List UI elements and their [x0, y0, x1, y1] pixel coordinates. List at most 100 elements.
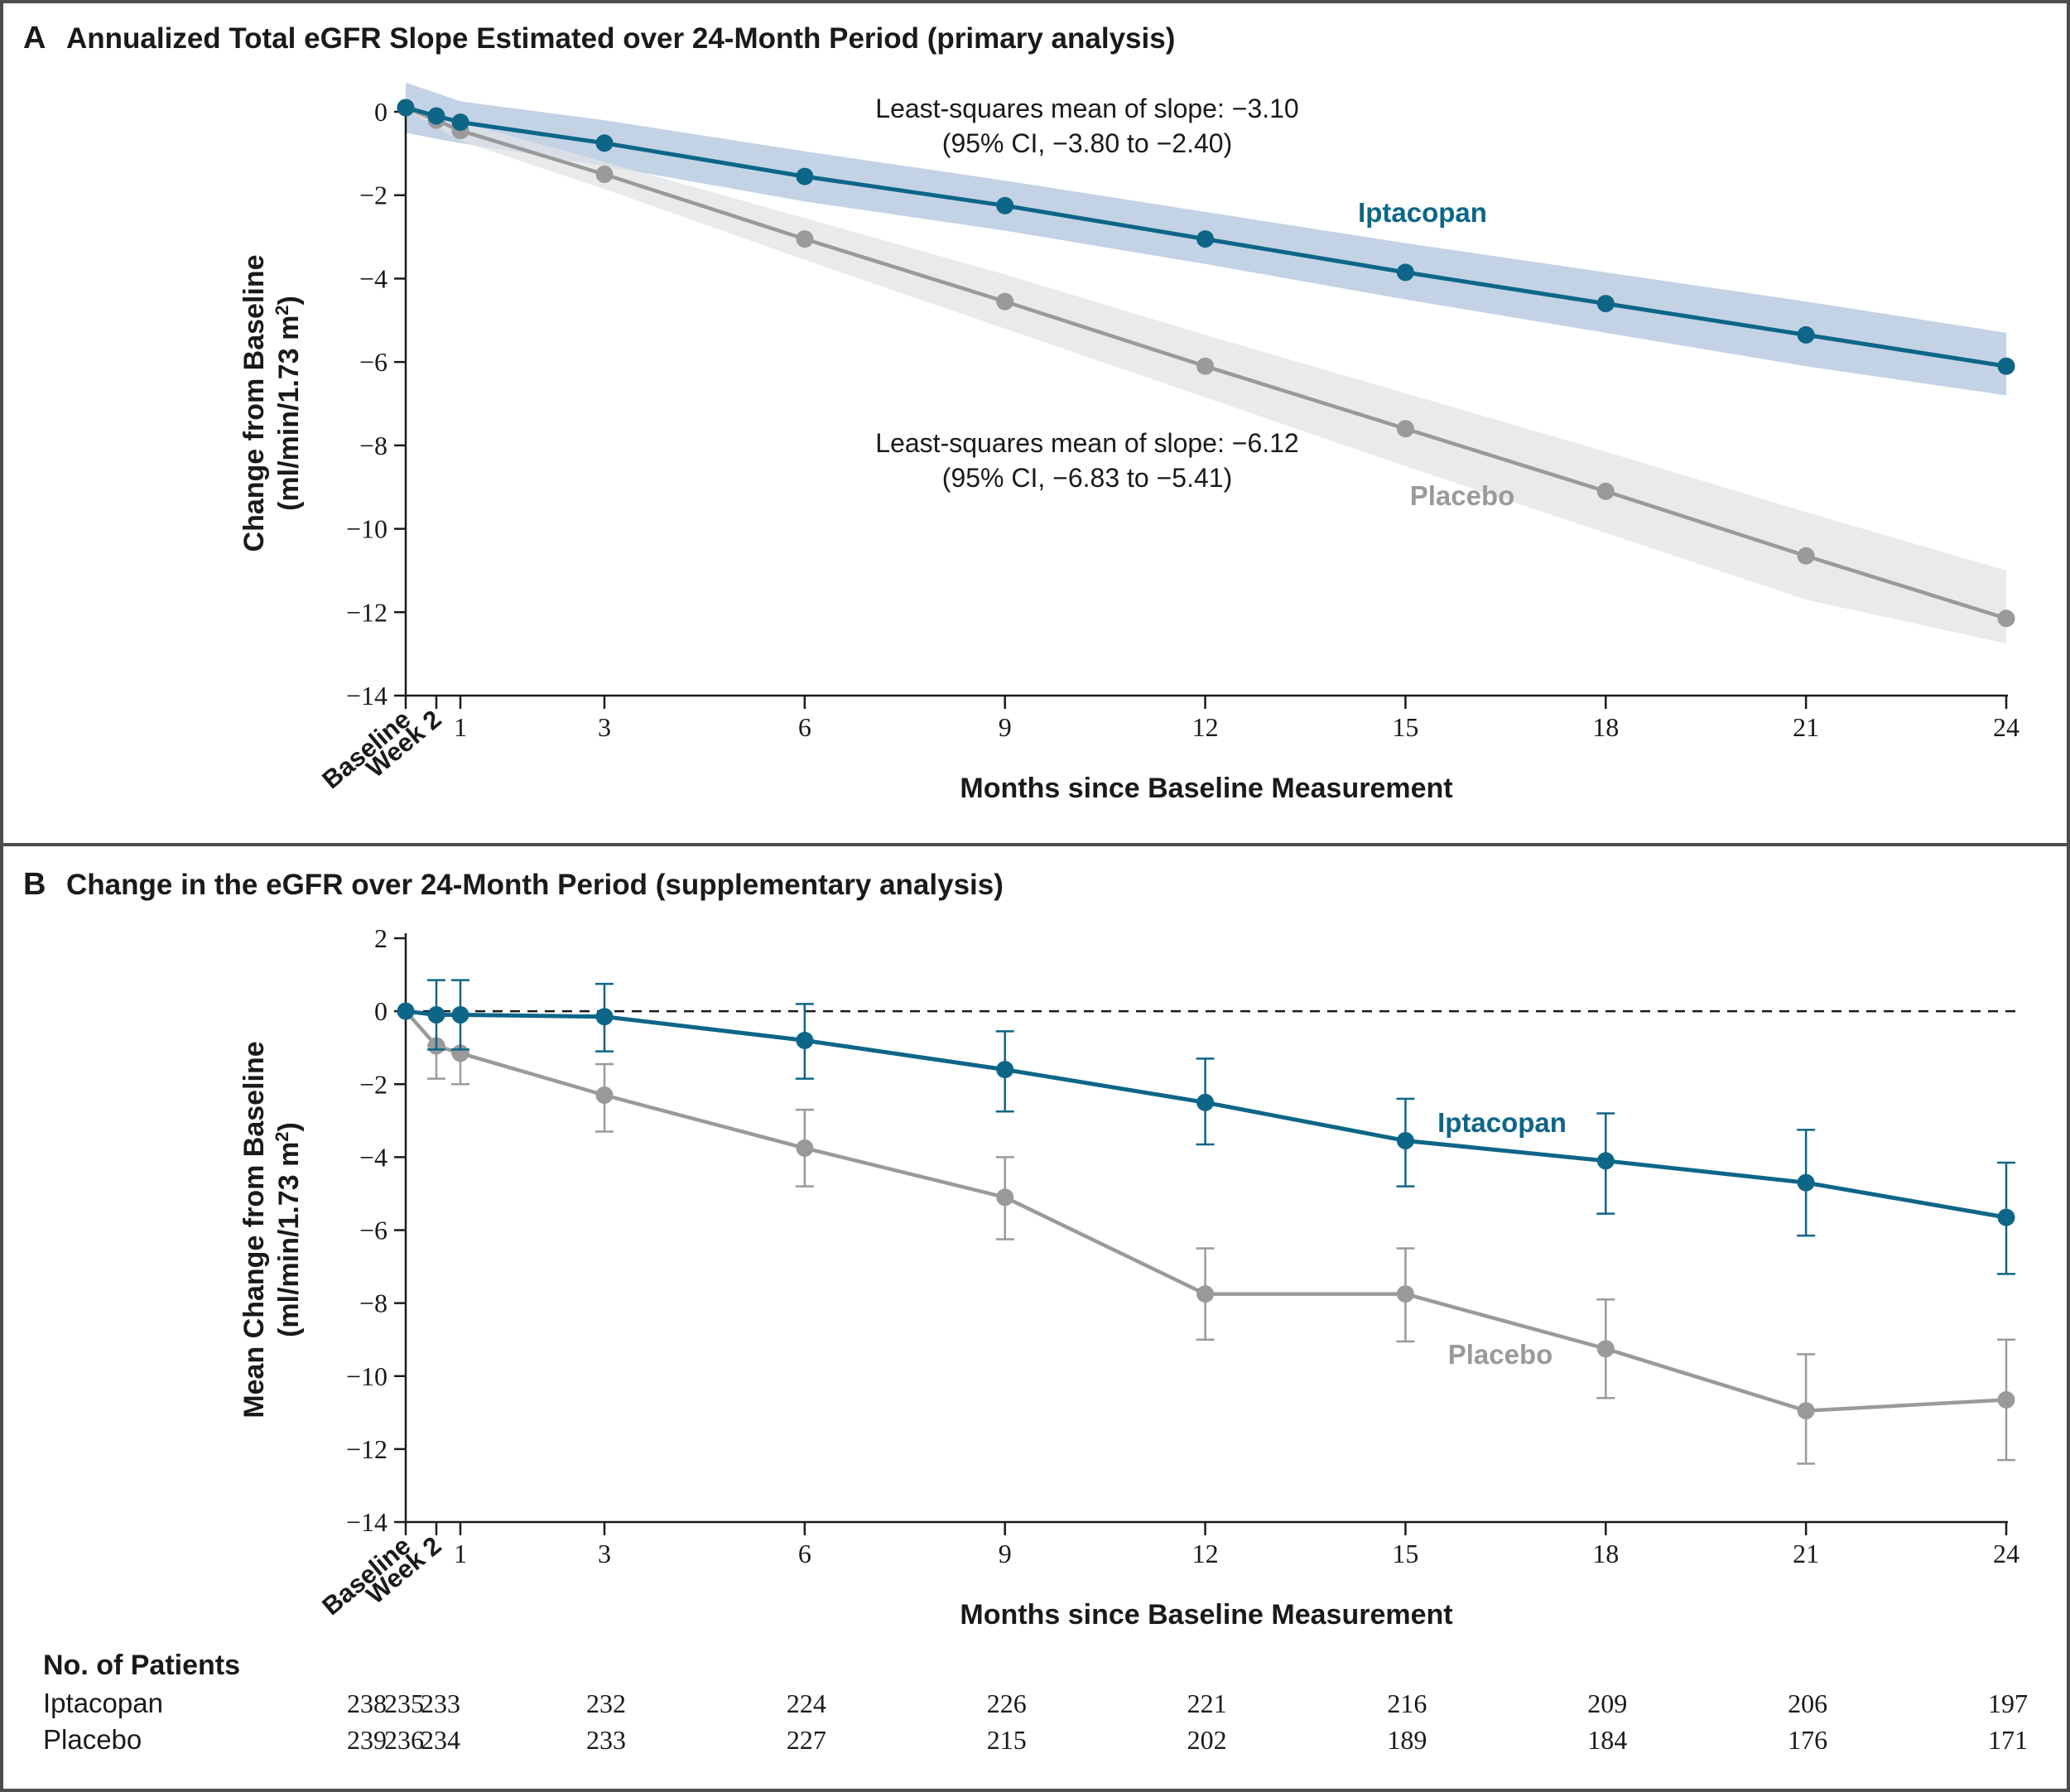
data-point-iptacopan: [996, 196, 1014, 214]
data-point-placebo: [1797, 1402, 1815, 1420]
series-label-iptacopan: Iptacopan: [1358, 197, 1487, 228]
data-point-iptacopan: [796, 1031, 814, 1049]
x-tick-label: 12: [1192, 712, 1219, 742]
panel-a-letter: A: [23, 21, 46, 55]
x-tick-label: 18: [1592, 1539, 1619, 1568]
patient-count: 236: [384, 1725, 424, 1755]
x-axis-label: Months since Baseline Measurement: [960, 1599, 1452, 1631]
y-axis-label-suffix: ): [273, 1122, 305, 1131]
slope-annotation-line1: Least-squares mean of slope: −6.12: [875, 428, 1298, 458]
patient-count: 227: [787, 1725, 826, 1755]
panel-a-chart: 0−2−4−6−8−10−12−141 3 6 9 12 15 18 21 24Baseline…: [238, 82, 2019, 804]
x-axis-label: Months since Baseline Measurement: [960, 773, 1452, 804]
y-axis-label-prefix: (ml/min/1.73 m: [273, 316, 305, 511]
data-point-iptacopan: [1396, 263, 1414, 282]
patient-count: 209: [1587, 1688, 1627, 1718]
patient-count: 189: [1387, 1725, 1427, 1755]
data-point-iptacopan: [1797, 1173, 1815, 1192]
data-point-iptacopan: [427, 1006, 445, 1024]
y-tick-label: −10: [346, 1361, 388, 1391]
x-tick-label: 9: [999, 712, 1012, 742]
data-point-iptacopan: [595, 134, 614, 152]
x-tick-label: 3: [598, 712, 611, 742]
y-tick-label: 0: [374, 996, 388, 1026]
data-point-iptacopan: [427, 107, 445, 125]
x-tick-label: 24: [1993, 1539, 2019, 1568]
slope-annotation-line2: (95% CI, −3.80 to −2.40): [942, 128, 1232, 158]
data-point-iptacopan: [1196, 230, 1215, 248]
data-point-iptacopan: [1196, 1093, 1215, 1111]
data-point-iptacopan: [397, 99, 415, 117]
patients-row-label-iptacopan: Iptacopan: [43, 1688, 163, 1718]
series-label-iptacopan: Iptacopan: [1437, 1107, 1567, 1138]
y-tick-label: −4: [359, 1142, 388, 1172]
panel-a-title: Annualized Total eGFR Slope Estimated ov…: [66, 22, 1175, 55]
data-point-placebo: [796, 230, 814, 248]
data-point-placebo: [595, 1086, 614, 1104]
patient-count: 239: [347, 1725, 387, 1755]
data-point-iptacopan: [1396, 1132, 1414, 1149]
data-point-placebo: [1997, 609, 2015, 628]
x-tick-label: 21: [1793, 1539, 1819, 1568]
x-tick-label: 1: [454, 1539, 467, 1568]
y-axis-label-superscript: 2: [272, 305, 292, 315]
x-tick-label: 3: [598, 1539, 611, 1568]
panel-b-letter: B: [23, 867, 46, 902]
y-tick-label: −8: [359, 1289, 388, 1318]
y-tick-label: −6: [359, 347, 388, 377]
data-point-placebo: [1396, 420, 1414, 438]
data-point-placebo: [1997, 1390, 2015, 1409]
x-tick-label: 9: [999, 1539, 1012, 1568]
patient-count: 233: [421, 1688, 460, 1718]
y-tick-label: −6: [359, 1216, 388, 1245]
patient-count: 221: [1187, 1688, 1227, 1718]
y-tick-label: −8: [359, 431, 388, 460]
data-point-iptacopan: [996, 1061, 1014, 1079]
data-point-iptacopan: [1997, 357, 2015, 375]
patient-count: 176: [1788, 1725, 1827, 1755]
data-point-iptacopan: [1596, 295, 1615, 313]
patient-count: 215: [987, 1725, 1027, 1755]
y-axis-label-prefix: (ml/min/1.73 m: [273, 1142, 305, 1337]
y-axis-label-line2: (ml/min/1.73 m2): [272, 296, 305, 511]
data-point-placebo: [1596, 482, 1615, 500]
data-point-placebo: [996, 1188, 1014, 1207]
data-point-placebo: [1396, 1285, 1414, 1303]
data-point-iptacopan: [595, 1008, 614, 1026]
data-point-iptacopan: [451, 1006, 469, 1024]
data-point-placebo: [595, 166, 614, 183]
x-tick-label: 6: [798, 1539, 811, 1568]
x-tick-label: 12: [1192, 1539, 1219, 1568]
slope-annotation-line2: (95% CI, −6.83 to −5.41): [942, 463, 1232, 493]
data-point-placebo: [1596, 1340, 1615, 1358]
patient-count: 184: [1587, 1725, 1627, 1755]
y-tick-label: 2: [374, 923, 388, 953]
y-axis-label-suffix: ): [273, 296, 305, 305]
patients-row-label-placebo: Placebo: [43, 1724, 142, 1755]
data-point-placebo: [1797, 547, 1815, 565]
y-tick-label: −14: [346, 1507, 388, 1537]
patient-count: 238: [347, 1688, 387, 1718]
series-label-placebo: Placebo: [1448, 1339, 1553, 1370]
x-tick-label: 1: [454, 712, 467, 742]
patient-count: 216: [1387, 1688, 1427, 1718]
data-point-iptacopan: [1797, 325, 1815, 344]
data-point-iptacopan: [1596, 1152, 1615, 1170]
x-tick-label: 15: [1392, 1539, 1418, 1568]
x-tick-label: 21: [1793, 712, 1819, 742]
patients-table: No. of Patients Iptacopan Placebo 238235…: [43, 1650, 2028, 1755]
y-tick-label: −2: [359, 1069, 388, 1099]
slope-annotation-line1: Least-squares mean of slope: −3.10: [875, 94, 1298, 123]
patient-count: 234: [421, 1725, 460, 1755]
y-axis-label-line1: Mean Change from Baseline: [238, 1041, 270, 1418]
data-point-placebo: [796, 1139, 814, 1157]
series-label-placebo: Placebo: [1410, 480, 1515, 511]
patient-count: 226: [987, 1688, 1027, 1718]
y-tick-label: −12: [346, 1434, 388, 1464]
x-tick-label: 15: [1392, 712, 1418, 742]
patients-table-header: No. of Patients: [43, 1650, 240, 1681]
